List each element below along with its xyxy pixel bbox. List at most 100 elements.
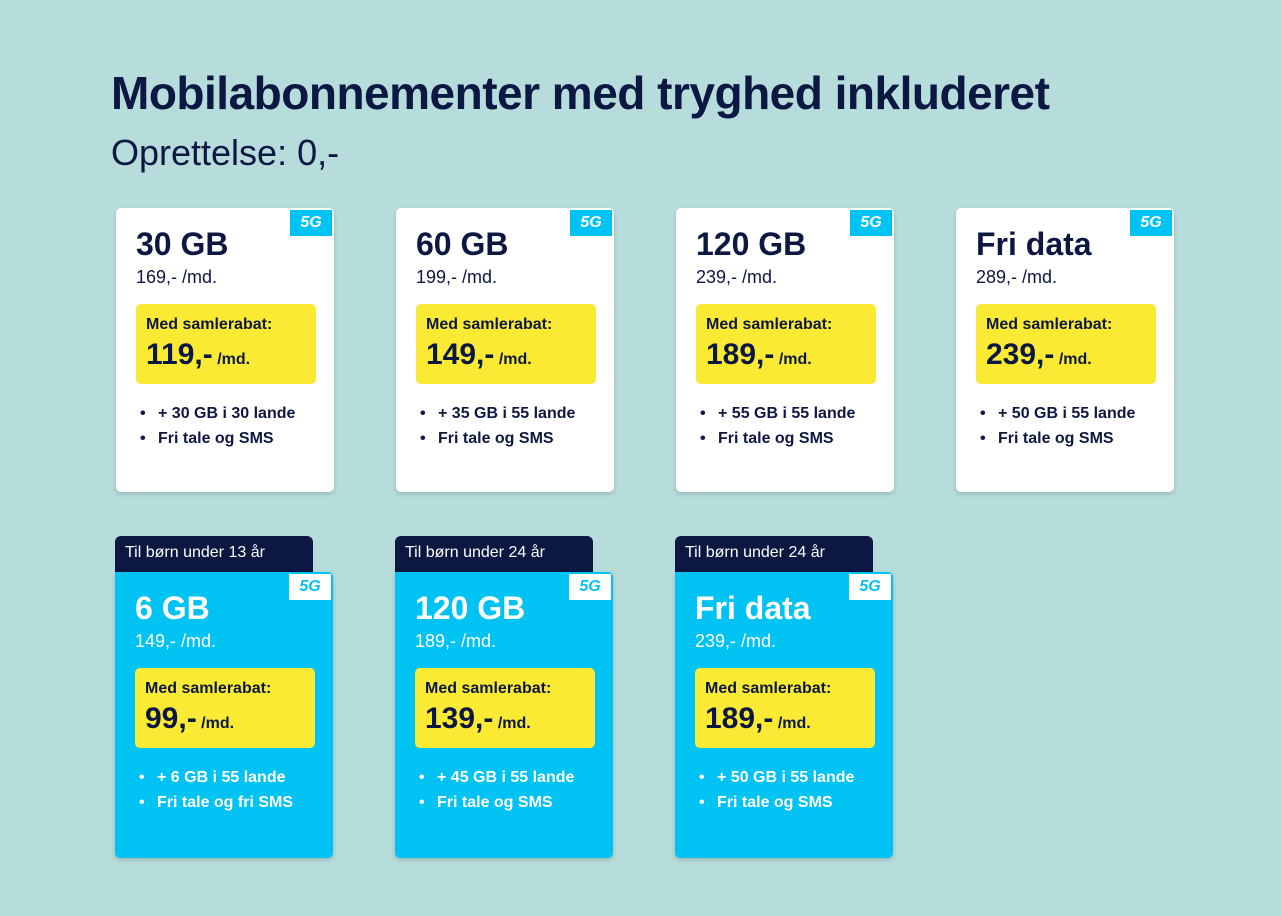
bullet-icon: • xyxy=(700,430,706,447)
5g-badge: 5G xyxy=(849,574,891,600)
feature-text: + 55 GB i 55 lande xyxy=(718,405,856,422)
discount-price: 189,- /md. xyxy=(705,702,865,736)
page-title: Mobilabonnementer med tryghed inkluderet xyxy=(111,67,1050,119)
discount-unit: /md. xyxy=(217,351,251,368)
feature-text: Fri tale og SMS xyxy=(158,430,274,447)
feature-text: Fri tale og SMS xyxy=(437,794,553,811)
discount-unit: /md. xyxy=(201,715,235,732)
feature-item: • + 6 GB i 55 lande xyxy=(139,765,293,790)
discount-box: Med samlerabat: 189,- /md. xyxy=(695,668,875,748)
bullet-icon: • xyxy=(980,405,986,422)
discount-price: 189,- /md. xyxy=(706,338,866,372)
5g-badge: 5G xyxy=(290,210,332,236)
discount-box: Med samlerabat: 139,- /md. xyxy=(415,668,595,748)
discount-amount: 99,- xyxy=(145,702,197,735)
plan-data-amount: 120 GB xyxy=(415,590,526,626)
bullet-icon: • xyxy=(699,769,705,786)
feature-item: • Fri tale og SMS xyxy=(140,426,295,451)
plan-card-fri-data[interactable]: 5G Fri data 289,- /md. Med samlerabat: 2… xyxy=(956,208,1174,492)
feature-list: • + 50 GB i 55 lande • Fri tale og SMS xyxy=(980,401,1135,451)
feature-text: + 30 GB i 30 lande xyxy=(158,405,296,422)
feature-text: Fri tale og SMS xyxy=(718,430,834,447)
plan-data-amount: Fri data xyxy=(976,226,1092,262)
plan-price: 239,- /md. xyxy=(695,631,777,651)
bullet-icon: • xyxy=(420,430,426,447)
feature-text: Fri tale og SMS xyxy=(438,430,554,447)
feature-text: + 6 GB i 55 lande xyxy=(157,769,286,786)
plan-card-30gb[interactable]: 5G 30 GB 169,- /md. Med samlerabat: 119,… xyxy=(116,208,334,492)
feature-list: • + 55 GB i 55 lande • Fri tale og SMS xyxy=(700,401,855,451)
bullet-icon: • xyxy=(419,794,425,811)
feature-text: + 35 GB i 55 lande xyxy=(438,405,576,422)
plan-price: 289,- /md. xyxy=(976,267,1058,287)
plan-data-amount: 6 GB xyxy=(135,590,210,626)
feature-item: • Fri tale og SMS xyxy=(420,426,575,451)
plan-card-60gb[interactable]: 5G 60 GB 199,- /md. Med samlerabat: 149,… xyxy=(396,208,614,492)
discount-amount: 189,- xyxy=(706,338,775,371)
feature-text: Fri tale og SMS xyxy=(717,794,833,811)
5g-badge: 5G xyxy=(289,574,331,600)
plan-price: 189,- /md. xyxy=(415,631,497,651)
bullet-icon: • xyxy=(140,430,146,447)
bullet-icon: • xyxy=(140,405,146,422)
discount-box: Med samlerabat: 99,- /md. xyxy=(135,668,315,748)
plan-data-amount: 60 GB xyxy=(416,226,509,262)
bullet-icon: • xyxy=(139,769,145,786)
feature-text: + 50 GB i 55 lande xyxy=(717,769,855,786)
feature-text: + 45 GB i 55 lande xyxy=(437,769,575,786)
age-tag: Til børn under 13 år xyxy=(115,536,313,572)
5g-badge: 5G xyxy=(1130,210,1172,236)
plan-data-amount: 30 GB xyxy=(136,226,229,262)
discount-unit: /md. xyxy=(777,715,811,732)
feature-list: • + 35 GB i 55 lande • Fri tale og SMS xyxy=(420,401,575,451)
youth-plan-card-6gb[interactable]: 5G 6 GB 149,- /md. Med samlerabat: 99,- … xyxy=(115,572,333,858)
feature-text: Fri tale og fri SMS xyxy=(157,794,294,811)
feature-list: • + 50 GB i 55 lande • Fri tale og SMS xyxy=(699,765,854,815)
plan-price: 149,- /md. xyxy=(135,631,217,651)
age-tag: Til børn under 24 år xyxy=(675,536,873,572)
bullet-icon: • xyxy=(139,794,145,811)
discount-unit: /md. xyxy=(1058,351,1092,368)
age-tag: Til børn under 24 år xyxy=(395,536,593,572)
bullet-icon: • xyxy=(699,794,705,811)
discount-amount: 119,- xyxy=(146,338,213,371)
discount-label: Med samlerabat: xyxy=(986,316,1113,333)
discount-unit: /md. xyxy=(497,715,531,732)
feature-item: • Fri tale og SMS xyxy=(419,790,574,815)
plan-data-amount: Fri data xyxy=(695,590,811,626)
discount-box: Med samlerabat: 239,- /md. xyxy=(976,304,1156,384)
feature-item: • Fri tale og SMS xyxy=(980,426,1135,451)
discount-box: Med samlerabat: 149,- /md. xyxy=(416,304,596,384)
discount-label: Med samlerabat: xyxy=(705,680,832,697)
discount-unit: /md. xyxy=(778,351,812,368)
plan-card-120gb[interactable]: 5G 120 GB 239,- /md. Med samlerabat: 189… xyxy=(676,208,894,492)
feature-item: • + 35 GB i 55 lande xyxy=(420,401,575,426)
5g-badge: 5G xyxy=(850,210,892,236)
bullet-icon: • xyxy=(420,405,426,422)
feature-item: • Fri tale og SMS xyxy=(700,426,855,451)
plan-price: 199,- /md. xyxy=(416,267,498,287)
discount-label: Med samlerabat: xyxy=(425,680,552,697)
feature-list: • + 6 GB i 55 lande • Fri tale og fri SMS xyxy=(139,765,293,815)
discount-amount: 149,- xyxy=(426,338,495,371)
youth-plan-card-120gb[interactable]: 5G 120 GB 189,- /md. Med samlerabat: 139… xyxy=(395,572,613,858)
discount-price: 149,- /md. xyxy=(426,338,586,372)
discount-label: Med samlerabat: xyxy=(426,316,553,333)
feature-list: • + 30 GB i 30 lande • Fri tale og SMS xyxy=(140,401,295,451)
plan-price: 239,- /md. xyxy=(696,267,778,287)
feature-item: • + 55 GB i 55 lande xyxy=(700,401,855,426)
feature-item: • Fri tale og fri SMS xyxy=(139,790,293,815)
bullet-icon: • xyxy=(419,769,425,786)
discount-amount: 189,- xyxy=(705,702,774,735)
page-subtitle: Oprettelse: 0,- xyxy=(111,132,340,173)
discount-amount: 239,- xyxy=(986,338,1055,371)
5g-badge: 5G xyxy=(569,574,611,600)
feature-item: • + 45 GB i 55 lande xyxy=(419,765,574,790)
5g-badge: 5G xyxy=(570,210,612,236)
bullet-icon: • xyxy=(700,405,706,422)
feature-list: • + 45 GB i 55 lande • Fri tale og SMS xyxy=(419,765,574,815)
discount-box: Med samlerabat: 189,- /md. xyxy=(696,304,876,384)
feature-item: • + 50 GB i 55 lande xyxy=(699,765,854,790)
feature-item: • Fri tale og SMS xyxy=(699,790,854,815)
youth-plan-card-fri-data[interactable]: 5G Fri data 239,- /md. Med samlerabat: 1… xyxy=(675,572,893,858)
